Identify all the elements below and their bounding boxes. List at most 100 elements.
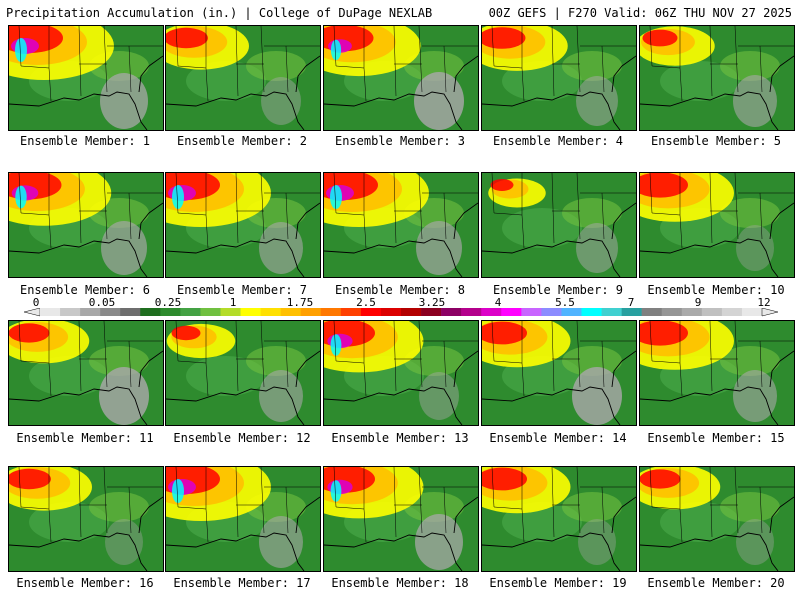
precip-area: [733, 75, 777, 127]
colorbar-swatch: [300, 308, 322, 316]
colorbar-swatch: [521, 308, 542, 316]
precip-area: [720, 51, 780, 81]
colorbar-swatch: [501, 308, 522, 316]
precip-area: [330, 185, 342, 209]
coastline: [640, 496, 794, 571]
colorbar-swatch: [320, 308, 342, 316]
ensemble-member-label: Ensemble Member: 20: [647, 576, 785, 590]
colorbar-swatch: [160, 308, 181, 316]
state-borders: [175, 26, 320, 102]
precip-area: [15, 38, 27, 62]
colorbar-swatch: [220, 308, 241, 316]
colorbar-swatch: [601, 308, 622, 316]
ensemble-member-map: [639, 25, 795, 131]
precip-area: [640, 469, 681, 489]
colorbar-tick-label: 12: [757, 296, 771, 309]
ensemble-member-map: [323, 320, 479, 426]
state-borders: [491, 321, 636, 397]
precip-area: [330, 39, 342, 61]
colorbar-tick-label: 9: [694, 296, 702, 309]
colorbar-swatch: [561, 308, 582, 316]
ensemble-member-label: Ensemble Member: 11: [16, 431, 154, 445]
state-borders: [649, 467, 794, 543]
colorbar-tick-label: 4: [494, 296, 502, 309]
ensemble-member-map: [165, 466, 321, 572]
colorbar-swatch: [120, 308, 141, 316]
precip-area: [642, 29, 678, 47]
map-title: Precipitation Accumulation (in.) | Colle…: [6, 6, 433, 20]
precipitation-field: [482, 321, 636, 425]
ensemble-member-map: [323, 172, 479, 278]
ensemble-member-label: Ensemble Member: 10: [647, 283, 785, 297]
colorbar-swatch: [100, 308, 121, 316]
colorbar-tick-label: 7: [627, 296, 635, 309]
colorbar-swatch: [681, 308, 703, 316]
ensemble-member-map: [165, 25, 321, 131]
state-borders: [175, 173, 320, 249]
precip-area: [261, 77, 301, 125]
colorbar-tick-label: 0.05: [88, 296, 116, 309]
precip-area: [172, 185, 184, 209]
colorbar-swatch: [140, 308, 161, 316]
precip-area: [9, 468, 51, 490]
precip-area: [736, 225, 774, 271]
ensemble-member-map: [323, 466, 479, 572]
ensemble-member-map: [481, 320, 637, 426]
precipitation-colorbar: 0 0.05 0.25 1 1.75 2.5 3.25 4 5.5 7 9 12: [0, 296, 800, 320]
precipitation-field: [9, 173, 163, 277]
ensemble-member-label: Ensemble Member: 8: [334, 283, 466, 297]
coastline: [640, 55, 794, 130]
precip-area: [416, 221, 462, 275]
coastline: [324, 55, 478, 130]
ensemble-member-map: [8, 172, 164, 278]
precip-area: [259, 222, 303, 274]
colorbar-swatch: [60, 308, 81, 316]
ensemble-member-label: Ensemble Member: 4: [492, 134, 624, 148]
colorbar-swatch: [621, 308, 642, 316]
ensemble-member-map: [8, 320, 164, 426]
coastline: [166, 350, 320, 425]
precipitation-field: [9, 26, 163, 130]
coastline: [482, 350, 636, 425]
ensemble-member-label: Ensemble Member: 5: [650, 134, 782, 148]
precipitation-field: [9, 321, 163, 425]
precip-area: [562, 51, 622, 81]
precipitation-field: [640, 26, 794, 130]
precip-area: [640, 173, 688, 198]
coastline: [324, 350, 478, 425]
colorbar-swatch: [701, 308, 723, 316]
colorbar-swatch: [541, 308, 562, 316]
precipitation-field: [324, 321, 478, 425]
state-borders: [333, 467, 478, 543]
precipitation-field: [166, 26, 320, 130]
state-borders: [333, 173, 478, 249]
ensemble-member-label: Ensemble Member: 7: [176, 283, 308, 297]
coastline: [166, 202, 320, 277]
ensemble-member-label: Ensemble Member: 12: [173, 431, 311, 445]
precipitation-field: [166, 321, 320, 425]
coastline: [482, 202, 636, 277]
precip-area: [259, 516, 303, 568]
precip-area: [172, 479, 184, 503]
precip-area: [482, 321, 527, 345]
colorbar-swatch: [340, 308, 362, 316]
precip-area: [482, 467, 527, 491]
colorbar-tick-label: 5.5: [555, 296, 575, 309]
precip-area: [414, 72, 464, 130]
precip-area: [562, 346, 622, 376]
ensemble-member-map: [165, 320, 321, 426]
ensemble-member-label: Ensemble Member: 15: [647, 431, 785, 445]
ensemble-member-map: [481, 466, 637, 572]
state-borders: [491, 173, 636, 249]
precip-area: [101, 221, 147, 275]
colorbar-swatch: [280, 308, 302, 316]
state-borders: [649, 321, 794, 397]
colorbar-swatch: [240, 308, 261, 316]
ensemble-member-label: Ensemble Member: 19: [489, 576, 627, 590]
colorbar-swatch: [421, 308, 442, 316]
coastline: [482, 55, 636, 130]
state-borders: [18, 26, 163, 102]
ensemble-member-map: [639, 320, 795, 426]
coastline: [9, 202, 163, 277]
precipitation-field: [324, 173, 478, 277]
